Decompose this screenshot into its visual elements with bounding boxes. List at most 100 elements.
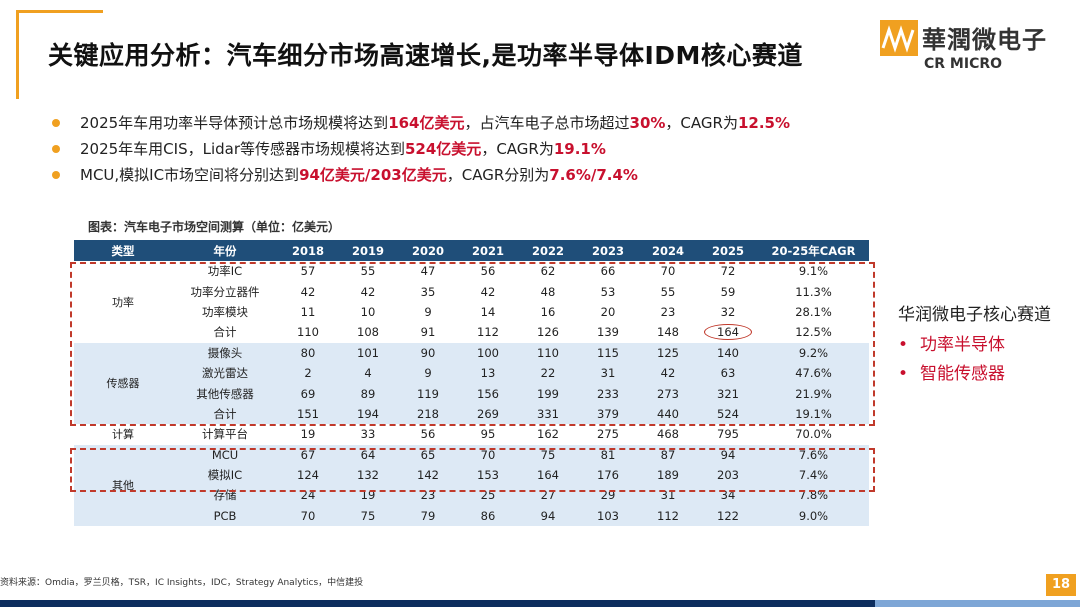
table-row: 功率分立器件 42 42 35 42 48 53 55 59 11.3% bbox=[74, 281, 869, 302]
value-cell: 321 bbox=[698, 383, 758, 404]
value-cell: 122 bbox=[698, 505, 758, 527]
value-cell: 42 bbox=[638, 362, 698, 384]
value-cell: 75 bbox=[338, 505, 398, 527]
value-cell: 153 bbox=[458, 464, 518, 486]
value-cell: 56 bbox=[398, 424, 458, 445]
value-cell: 48 bbox=[518, 281, 578, 302]
value-cell: 20 bbox=[578, 301, 638, 323]
value-cell: 32 bbox=[698, 301, 758, 323]
table-row: 其他传感器 69 89 119 156 199 233 273 321 21.9% bbox=[74, 383, 869, 404]
value-cell: 126 bbox=[518, 322, 578, 343]
value-cell: 79 bbox=[398, 505, 458, 527]
table-row: 合计 151 194 218 269 331 379 440 524 19.1% bbox=[74, 403, 869, 425]
value-cell-circled: 164 bbox=[698, 322, 758, 343]
value-cell: 63 bbox=[698, 362, 758, 384]
column-header: 20-25年CAGR bbox=[758, 240, 869, 261]
value-cell: 140 bbox=[698, 342, 758, 363]
value-cell: 275 bbox=[578, 424, 638, 445]
value-cell: 42 bbox=[278, 281, 338, 302]
value-cell: 110 bbox=[518, 342, 578, 363]
column-header: 2022 bbox=[518, 240, 578, 261]
value-cell: 11 bbox=[278, 301, 338, 323]
bullet-dot-icon bbox=[52, 145, 60, 153]
corner-bracket bbox=[16, 10, 103, 99]
value-cell: 795 bbox=[698, 424, 758, 445]
item-name-cell: 功率分立器件 bbox=[172, 281, 278, 302]
value-cell: 156 bbox=[458, 383, 518, 404]
value-cell: 89 bbox=[338, 383, 398, 404]
value-cell: 151 bbox=[278, 403, 338, 425]
value-cell: 66 bbox=[578, 261, 638, 282]
value-cell: 110 bbox=[278, 322, 338, 343]
column-header: 2023 bbox=[578, 240, 638, 261]
value-cell: 33 bbox=[338, 424, 398, 445]
value-cell: 331 bbox=[518, 403, 578, 425]
value-cell: 53 bbox=[578, 281, 638, 302]
value-cell: 62 bbox=[518, 261, 578, 282]
page-number: 18 bbox=[1046, 574, 1076, 596]
value-cell: 91 bbox=[398, 322, 458, 343]
item-name-cell: 合计 bbox=[172, 322, 278, 343]
value-cell: 132 bbox=[338, 464, 398, 486]
table-row: 功率模块 11 10 9 14 16 20 23 32 28.1% bbox=[74, 301, 869, 323]
value-cell: 218 bbox=[398, 403, 458, 425]
value-cell: 199 bbox=[518, 383, 578, 404]
side-title: 华润微电子核心赛道 bbox=[898, 305, 1051, 325]
value-cell: 468 bbox=[638, 424, 698, 445]
table-header-row: 类型 年份 2018 2019 2020 2021 2022 2023 2024 2025 20-2… bbox=[74, 240, 869, 261]
key-points-list: 2025年车用功率半导体预计总市场规模将达到164亿美元，占汽车电子总市场超过3… bbox=[50, 110, 790, 188]
cr-logo-icon bbox=[880, 20, 918, 56]
column-header: 2019 bbox=[338, 240, 398, 261]
item-name-cell: 其他传感器 bbox=[172, 383, 278, 404]
value-cell: 440 bbox=[638, 403, 698, 425]
item-name-cell: 摄像头 bbox=[172, 342, 278, 363]
key-point: MCU,模拟IC市场空间将分别达到94亿美元/203亿美元，CAGR分别为7.6… bbox=[50, 162, 790, 188]
item-name-cell: 模拟IC bbox=[172, 464, 278, 486]
column-header: 年份 bbox=[172, 240, 278, 261]
value-cell: 90 bbox=[398, 342, 458, 363]
circled-value: 164 bbox=[704, 324, 752, 341]
value-cell: 112 bbox=[458, 322, 518, 343]
key-point: 2025年车用功率半导体预计总市场规模将达到164亿美元，占汽车电子总市场超过3… bbox=[50, 110, 790, 136]
side-item: • 智能传感器 bbox=[898, 364, 1005, 384]
value-cell: 124 bbox=[278, 464, 338, 486]
source-note: 资料来源：Omdia，罗兰贝格，TSR，IC Insights，IDC，Stra… bbox=[0, 578, 364, 588]
footer-bar-accent bbox=[875, 600, 1080, 607]
category-cell: 计算 bbox=[74, 424, 172, 445]
table-row: PCB 70 75 79 86 94 103 112 122 9.0% bbox=[74, 505, 869, 527]
table-row: 合计 110 108 91 112 126 139 148 164 12.5% bbox=[74, 322, 869, 343]
value-cell: 273 bbox=[638, 383, 698, 404]
value-cell: 100 bbox=[458, 342, 518, 363]
value-cell: 9 bbox=[398, 362, 458, 384]
value-cell: 119 bbox=[398, 383, 458, 404]
market-size-table: 类型 年份 2018 2019 2020 2021 2022 2023 2024 2025 20-2… bbox=[74, 240, 869, 527]
value-cell: 194 bbox=[338, 403, 398, 425]
item-name-cell: 计算平台 bbox=[172, 424, 278, 445]
value-cell: 14 bbox=[458, 301, 518, 323]
value-cell: 80 bbox=[278, 342, 338, 363]
highlight-box-power-sensor bbox=[70, 262, 875, 426]
value-cell: 112 bbox=[638, 505, 698, 527]
bullet-dot-icon bbox=[52, 119, 60, 127]
column-header: 2024 bbox=[638, 240, 698, 261]
value-cell: 47 bbox=[398, 261, 458, 282]
value-cell: 95 bbox=[458, 424, 518, 445]
value-cell: 59 bbox=[698, 281, 758, 302]
value-cell: 162 bbox=[518, 424, 578, 445]
bullet-dot-icon bbox=[52, 171, 60, 179]
value-cell: 55 bbox=[338, 261, 398, 282]
item-name-cell: 激光雷达 bbox=[172, 362, 278, 384]
cagr-cell: 9.0% bbox=[758, 505, 869, 527]
value-cell: 148 bbox=[638, 322, 698, 343]
value-cell: 70 bbox=[278, 505, 338, 527]
value-cell: 269 bbox=[458, 403, 518, 425]
cagr-cell: 28.1% bbox=[758, 301, 869, 323]
column-header: 类型 bbox=[74, 240, 172, 261]
item-name-cell: 功率模块 bbox=[172, 301, 278, 323]
value-cell: 189 bbox=[638, 464, 698, 486]
category-cell: 传感器 bbox=[74, 342, 172, 425]
table-row: 传感器 摄像头 80 101 90 100 110 115 125 140 9.2% bbox=[74, 342, 869, 425]
cagr-cell: 9.1% bbox=[758, 261, 869, 282]
value-cell: 31 bbox=[578, 362, 638, 384]
column-header: 2025 bbox=[698, 240, 758, 261]
